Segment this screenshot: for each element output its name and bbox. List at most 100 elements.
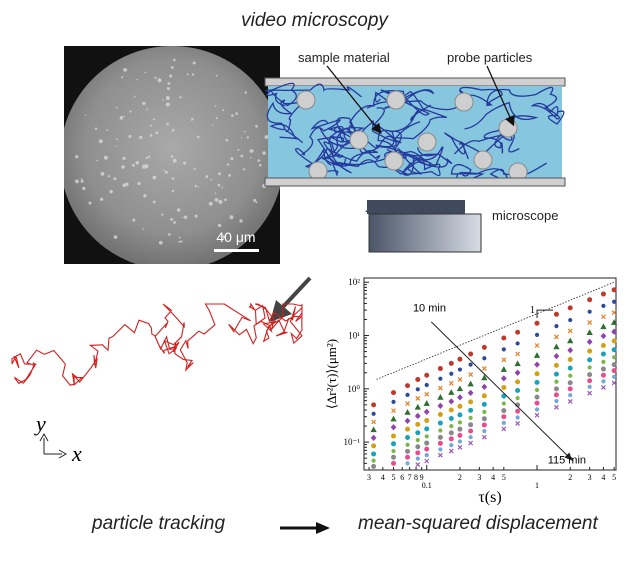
data-point <box>587 297 593 303</box>
x-minor-tick-label: 5 <box>502 473 506 482</box>
sample-material-label: sample material <box>298 50 390 65</box>
data-point <box>371 402 377 408</box>
data-point <box>553 386 559 392</box>
data-point <box>437 440 443 446</box>
data-point <box>567 347 574 354</box>
speckle <box>264 135 269 139</box>
data-point <box>611 347 617 353</box>
data-point <box>415 387 420 392</box>
data-point <box>611 310 617 315</box>
speckle <box>75 155 79 159</box>
track-arrow <box>270 276 312 322</box>
particle-tracking-caption: particle tracking <box>92 513 226 534</box>
speckle <box>155 131 159 135</box>
speckle <box>178 241 181 243</box>
slope-triangle <box>536 309 554 319</box>
speckle <box>262 151 266 155</box>
y-axis-label: y <box>34 411 46 436</box>
speckle <box>208 201 213 206</box>
speckle <box>96 159 99 162</box>
data-point <box>424 391 430 397</box>
speckle <box>180 240 183 243</box>
data-point <box>568 317 573 323</box>
x-minor-tick-label: 4 <box>601 473 605 482</box>
data-point <box>391 433 397 439</box>
data-point <box>500 366 507 372</box>
data-point <box>468 372 474 378</box>
data-point <box>612 374 617 379</box>
data-point <box>457 367 463 372</box>
data-point <box>423 408 430 415</box>
speckle <box>103 155 107 159</box>
data-point <box>437 434 443 440</box>
data-point <box>448 436 454 442</box>
data-point <box>468 407 474 413</box>
speckle <box>157 78 162 83</box>
msd-caption: mean-squared displacement <box>358 513 598 534</box>
data-point <box>501 347 506 352</box>
data-point <box>611 368 617 374</box>
speckle <box>244 130 247 133</box>
data-point <box>424 426 430 432</box>
data-point <box>611 362 617 368</box>
polymer-strand <box>336 104 432 171</box>
data-point <box>533 352 541 358</box>
data-point <box>553 392 559 398</box>
data-point <box>567 380 573 386</box>
polymer-strand <box>264 82 362 107</box>
speckle <box>258 164 262 167</box>
data-point <box>481 422 487 428</box>
speckle <box>142 228 144 230</box>
data-point <box>554 334 559 340</box>
data-point <box>611 338 617 344</box>
data-point <box>391 448 396 454</box>
speckle <box>255 201 258 204</box>
objective-top <box>367 200 465 214</box>
slope-reference-line <box>376 281 615 380</box>
speckle <box>214 192 217 195</box>
data-point <box>501 384 507 390</box>
speckle <box>183 161 187 165</box>
x-minor-tick-label: 2 <box>458 473 462 482</box>
slope-label: 1 <box>530 305 535 316</box>
speckle <box>167 82 171 85</box>
data-point <box>481 393 487 399</box>
data-point <box>391 454 397 460</box>
data-point <box>601 379 606 384</box>
speckle <box>137 181 141 186</box>
data-point <box>515 341 520 346</box>
speckle <box>142 101 146 105</box>
micrograph-image: 40 μm <box>64 46 280 264</box>
data-point <box>424 453 429 458</box>
data-point <box>437 402 444 409</box>
data-point <box>600 372 606 378</box>
data-point <box>457 426 463 432</box>
data-point <box>567 328 573 334</box>
speckle <box>106 129 109 131</box>
speckle <box>168 233 171 236</box>
data-point <box>600 291 606 297</box>
speckle <box>171 177 175 180</box>
data-point <box>415 438 420 443</box>
data-point <box>448 389 455 395</box>
data-point <box>482 356 487 361</box>
data-point <box>600 332 607 340</box>
speckle <box>166 122 169 126</box>
speckle <box>116 138 118 141</box>
data-point <box>601 359 606 365</box>
speckle <box>149 134 153 137</box>
polymer-strand <box>386 148 441 177</box>
speckle <box>197 186 200 188</box>
probe-particles-label: probe particles <box>447 50 533 65</box>
data-point <box>404 417 411 425</box>
x-minor-tick-label: 9 <box>420 473 424 482</box>
x-axis-label: x <box>71 441 82 466</box>
x-axis-title: τ(s) <box>478 489 501 506</box>
y-tick-label: 10² <box>348 277 360 287</box>
data-point <box>424 440 430 446</box>
aging-arrow <box>430 321 573 461</box>
data-point <box>534 343 540 348</box>
data-point <box>449 371 454 376</box>
speckle <box>143 194 147 198</box>
